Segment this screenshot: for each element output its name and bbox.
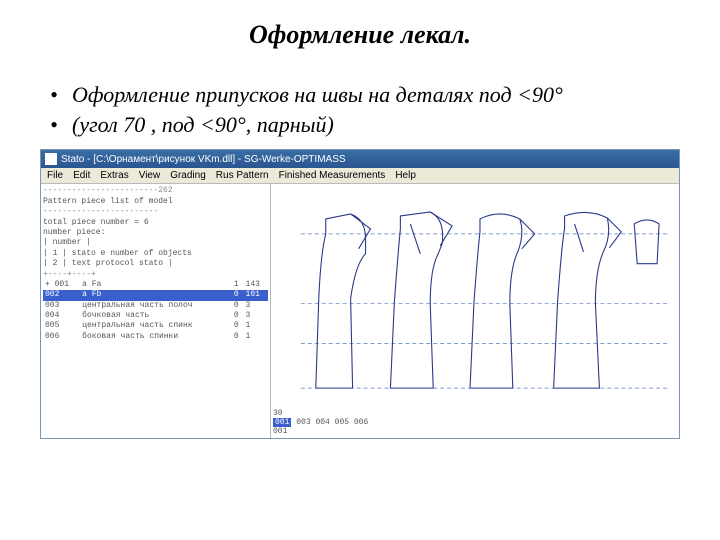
piece-table: + 001a Fa1143002a Fb0101003центральная ч… <box>43 280 268 342</box>
menu-edit[interactable]: Edit <box>73 170 90 181</box>
menu-finished[interactable]: Finished Measurements <box>279 170 386 181</box>
bullet-list: Оформление припусков на швы на деталях п… <box>50 80 680 139</box>
tp-tr1: | 1 | stato e number of objects <box>43 249 268 259</box>
menu-ruspattern[interactable]: Rus Pattern <box>216 170 269 181</box>
bn-line1: 30 <box>273 409 368 418</box>
code-chip[interactable]: 004 <box>315 418 329 427</box>
menu-extras[interactable]: Extras <box>100 170 128 181</box>
table-row[interactable]: 005центральная часть спинк01 <box>43 321 268 331</box>
menu-file[interactable]: File <box>47 170 63 181</box>
code-chip[interactable]: 005 <box>335 418 349 427</box>
code-chip[interactable]: 003 <box>296 418 310 427</box>
bullet-2: (угол 70 , под <90°, парный) <box>50 110 680 140</box>
window-content: ------------------------262 Pattern piec… <box>41 184 679 438</box>
menubar: File Edit Extras View Grading Rus Patter… <box>41 168 679 184</box>
tp-sep: ------------------------262 <box>43 186 268 196</box>
tp-tr2: | 2 | text protocol stato | <box>43 259 268 269</box>
window-titlebar[interactable]: Stato - [C:\Орнамент\рисунок VKm.dll] - … <box>41 150 679 168</box>
bottom-codes: 30 001 003 004 005 006 001 <box>273 409 368 436</box>
tp-l3: total piece number = 6 <box>43 218 268 228</box>
table-row[interactable]: 003центральная часть полоч03 <box>43 301 268 311</box>
text-panel[interactable]: ------------------------262 Pattern piec… <box>41 184 271 438</box>
app-window: Stato - [C:\Орнамент\рисунок VKm.dll] - … <box>40 149 680 439</box>
pattern-svg <box>271 184 679 438</box>
menu-grading[interactable]: Grading <box>170 170 206 181</box>
tp-tsep: +----+----+ <box>43 270 268 280</box>
menu-help[interactable]: Help <box>395 170 416 181</box>
table-row[interactable]: 002a Fb0101 <box>43 290 268 300</box>
menu-view[interactable]: View <box>139 170 161 181</box>
pattern-canvas[interactable]: 30 001 003 004 005 006 001 <box>271 184 679 438</box>
tp-th: | number | <box>43 238 268 248</box>
table-row[interactable]: + 001a Fa1143 <box>43 280 268 290</box>
code-chip[interactable]: 001 <box>273 418 291 427</box>
window-title: Stato - [C:\Орнамент\рисунок VKm.dll] - … <box>61 154 346 165</box>
tp-l4: number piece: <box>43 228 268 238</box>
code-chip[interactable]: 006 <box>354 418 368 427</box>
table-row[interactable]: 006боковая часть спинки01 <box>43 332 268 342</box>
table-row[interactable]: 004бочковая часть03 <box>43 311 268 321</box>
bullet-1: Оформление припусков на швы на деталях п… <box>50 80 680 110</box>
tp-sep2: ------------------------ <box>43 207 268 217</box>
tp-l1: Pattern piece list of model <box>43 197 268 207</box>
bn-line3: 001 <box>273 427 368 436</box>
page-title: Оформление лекал. <box>40 20 680 50</box>
app-icon <box>45 153 57 165</box>
